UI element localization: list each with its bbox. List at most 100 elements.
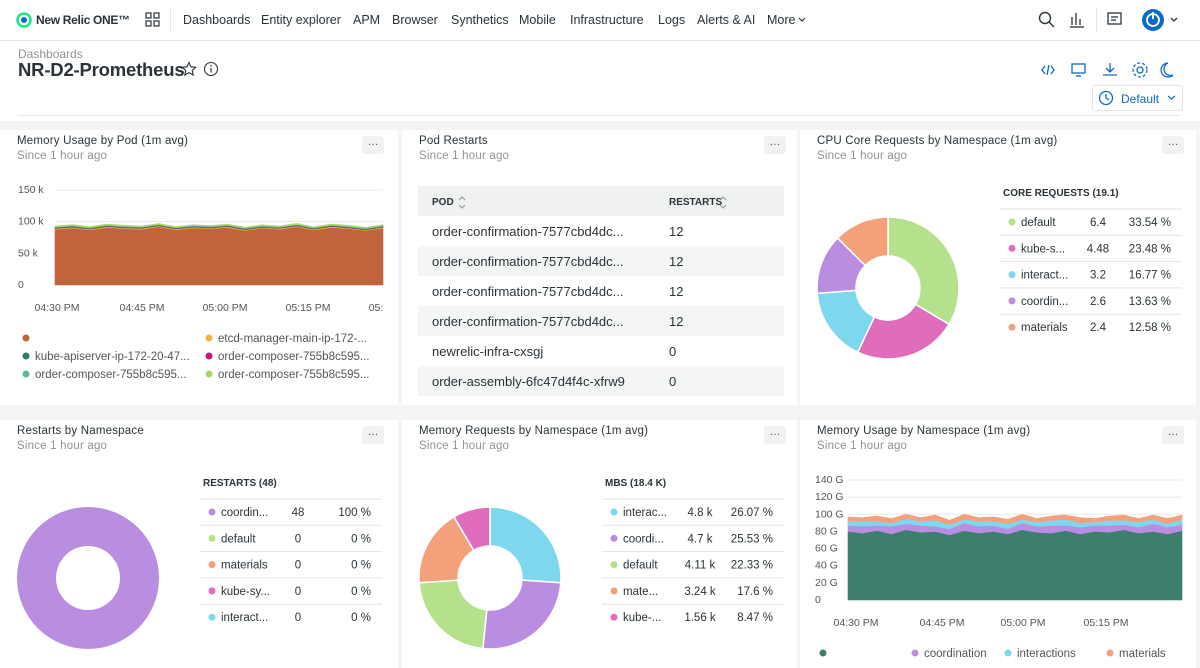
legend-label[interactable]: kube-s... [1021,243,1065,255]
area-series [54,223,384,229]
widget-menu[interactable]: … [362,136,384,154]
legend-swatch [819,649,827,657]
x-tick-label: 04:30 PM [834,617,879,629]
legend-percent: 0 % [351,586,371,598]
donut-slice[interactable] [418,579,488,650]
widget-subtitle: Since 1 hour ago [817,150,908,162]
legend-label[interactable]: kube-sy... [221,586,270,598]
widget-menu[interactable]: … [764,136,786,154]
widget-menu[interactable]: … [1162,426,1184,444]
legend-label[interactable]: default [1021,217,1056,229]
legend-label[interactable]: order-composer-755b8c595... [218,351,370,363]
legend-label[interactable]: coordin... [1021,296,1068,308]
legend-percent: 12.58 % [1129,322,1171,334]
legend-label[interactable]: default [221,533,256,545]
donut-slice[interactable] [17,507,159,649]
legend-label[interactable]: etcd-manager-main-ip-172-... [218,333,367,345]
nav-item[interactable]: Mobile [519,13,556,27]
column-header[interactable]: RESTARTS [669,197,722,208]
legend-label[interactable]: coordi... [623,533,664,545]
nav-item[interactable]: Dashboards [183,13,251,27]
row-bg [418,246,784,276]
legend-label[interactable]: materials [1021,322,1068,334]
legend-label[interactable]: coordination [924,648,987,660]
time-picker[interactable]: Default [1092,85,1183,111]
widget-title: Memory Usage by Namespace (1m avg) [817,425,1031,437]
widget-menu[interactable]: … [764,426,786,444]
donut-slice[interactable] [836,216,889,267]
legend-value: 0 [295,612,301,624]
legend-swatch [911,649,919,657]
legend-title: MBS (18.4 K) [605,478,666,489]
donut-slice[interactable] [452,506,491,552]
legend-label[interactable]: interac... [623,507,667,519]
area-chart: 0 20 G 40 G 60 G 80 G 100 G 120 G 140 G 04:30 PM… [815,474,1183,660]
legend-label[interactable]: materials [1119,648,1166,660]
nav-item[interactable]: Infrastructure [570,13,644,27]
nav-item[interactable]: Alerts & AI [697,13,756,27]
chevron-path [798,17,806,22]
table-cell: 0 [669,344,676,359]
legend-swatch [1008,323,1016,331]
feedback-icon[interactable] [1106,11,1124,29]
legend-label[interactable]: coordin... [221,507,268,519]
legend-label[interactable]: kube-apiserver-ip-172-20-47... [35,351,190,363]
top-nav: New Relic ONE™ Dashboards Entity explorer… [0,0,1200,41]
apps-icon[interactable] [145,12,161,28]
legend-swatch [205,352,213,360]
legend-label[interactable]: mate... [623,586,658,598]
nav-item[interactable]: Browser [392,13,438,27]
brand[interactable]: New Relic ONE™ [36,13,130,27]
sort-icon[interactable] [719,196,727,209]
table-cell: order-confirmation-7577cbd4dc... [432,224,624,239]
legend-label[interactable]: kube-... [623,612,661,624]
widget: Memory Usage by Pod (1m avg) Since 1 hour… [0,130,398,405]
query-icon[interactable] [1068,11,1086,29]
user-menu[interactable] [1141,8,1181,32]
nav-item[interactable]: Synthetics [451,13,509,27]
table-cell: newrelic-infra-cxsgj [432,344,543,359]
legend-value: 4.11 k [685,560,716,572]
widget-menu[interactable]: … [362,426,384,444]
logo[interactable] [16,12,32,28]
legend-label[interactable]: interact... [221,612,268,624]
donut-slice[interactable] [482,579,562,650]
legend-label[interactable]: materials [221,560,268,572]
legend-percent: 100 % [338,507,371,519]
column-header[interactable]: POD [432,197,454,208]
nav-item[interactable]: Entity explorer [261,13,341,27]
legend-swatch [205,370,213,378]
donut-slice[interactable] [489,506,562,584]
nav-item[interactable]: Logs [658,13,686,27]
chevron [1167,95,1176,100]
breadcrumb[interactable]: Dashboards [18,47,83,61]
legend-value: 6.4 [1090,217,1107,229]
dashboard-actions[interactable] [1040,60,1185,80]
data-table: POD RESTARTS order-confirmation-7577cbd4dc… [418,186,784,396]
table-cell: order-assembly-6fc47d4f4c-xfrw9 [432,374,625,389]
legend-label[interactable]: default [623,560,658,572]
legend-label[interactable]: order-composer-755b8c595... [35,369,187,381]
legend-percent: 16.77 % [1129,270,1171,282]
legend-label[interactable]: order-composer-755b8c595... [218,369,370,381]
legend-swatch [205,334,213,342]
legend-swatch [208,613,216,621]
legend-label[interactable]: interactions [1017,648,1076,660]
title-icons[interactable] [181,61,221,79]
sort-icon[interactable] [458,196,466,209]
area-series [847,529,1183,601]
legend-percent: 26.07 % [731,507,773,519]
legend-label[interactable]: interact... [1021,270,1068,282]
nav-item[interactable]: APM [353,13,381,27]
nav-item[interactable]: More [767,13,796,27]
search-icon[interactable] [1038,11,1056,29]
legend-value: 2.6 [1090,296,1106,308]
donut-slice[interactable] [887,216,960,326]
y-tick-label: 80 G [815,525,838,537]
widget-menu[interactable]: … [1162,136,1184,154]
area-series [54,226,384,286]
y-tick-label: 0 [18,279,24,291]
y-tick-label: 0 [815,594,821,606]
time-range: Default [1121,92,1160,106]
